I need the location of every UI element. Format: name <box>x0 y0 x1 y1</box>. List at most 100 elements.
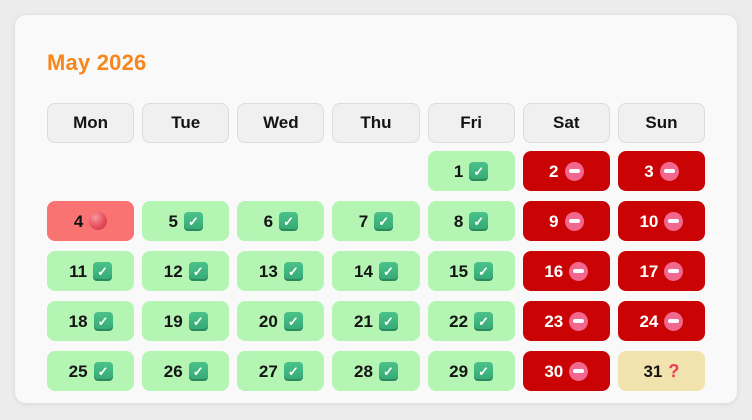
check-icon: ✓ <box>279 211 299 231</box>
day-cell-14[interactable]: 14 ✓ <box>332 251 420 291</box>
empty-cell <box>237 151 324 191</box>
day-number: 23 <box>544 311 564 331</box>
calendar-grid: 1 ✓ 2 3 4 5 ✓ 6 ✓ 7 ✓ 8 ✓ 9 10 11 ✓ 12 ✓ 13 ✓ 14 ✓ 15 ✓ 16 17 18 ✓ 19… <box>47 151 705 391</box>
day-cell-10[interactable]: 10 <box>617 201 705 241</box>
day-cell-11[interactable]: 11 ✓ <box>47 251 135 291</box>
check-icon: ✓ <box>93 261 113 281</box>
day-cell-15[interactable]: 15 ✓ <box>427 251 515 291</box>
day-cell-1[interactable]: 1 ✓ <box>427 151 515 191</box>
day-cell-25[interactable]: 25 ✓ <box>47 351 135 391</box>
day-number: 26 <box>163 361 183 381</box>
check-icon: ✓ <box>474 361 494 381</box>
day-cell-20[interactable]: 20 ✓ <box>237 301 325 341</box>
day-cell-5[interactable]: 5 ✓ <box>142 201 230 241</box>
check-icon: ✓ <box>93 311 113 331</box>
check-icon: ✓ <box>283 361 303 381</box>
day-number: 2 <box>549 161 559 181</box>
check-icon: ✓ <box>188 261 208 281</box>
day-number: 19 <box>163 311 183 331</box>
day-number: 8 <box>453 211 464 231</box>
check-icon: ✓ <box>378 261 398 281</box>
no-entry-icon <box>664 311 684 331</box>
day-cell-13[interactable]: 13 ✓ <box>237 251 325 291</box>
day-cell-8[interactable]: 8 ✓ <box>427 201 515 241</box>
day-cell-23[interactable]: 23 <box>522 301 610 341</box>
day-number: 16 <box>544 261 564 281</box>
weekday-header-row: Mon Tue Wed Thu Fri Sat Sun <box>47 103 705 143</box>
day-number: 18 <box>68 311 88 331</box>
day-cell-27[interactable]: 27 ✓ <box>237 351 325 391</box>
no-entry-icon <box>564 211 584 231</box>
day-cell-3[interactable]: 3 <box>617 151 705 191</box>
day-cell-28[interactable]: 28 ✓ <box>332 351 420 391</box>
no-entry-bar <box>668 319 680 323</box>
day-cell-24[interactable]: 24 <box>617 301 705 341</box>
day-number: 21 <box>354 311 373 331</box>
weekday-header-sat: Sat <box>522 103 610 143</box>
day-cell-9[interactable]: 9 <box>522 201 610 241</box>
no-entry-bar <box>668 269 680 273</box>
calendar-card: May 2026 Mon Tue Wed Thu Fri Sat Sun 1 ✓ 2 3 4 5 ✓ 6 ✓… <box>14 14 738 404</box>
day-cell-22[interactable]: 22 ✓ <box>427 301 515 341</box>
day-cell-29[interactable]: 29 ✓ <box>427 351 515 391</box>
day-cell-21[interactable]: 21 ✓ <box>332 301 420 341</box>
day-number: 29 <box>449 361 469 381</box>
empty-cell <box>142 151 229 191</box>
day-number: 5 <box>168 211 178 231</box>
day-number: 20 <box>258 311 278 331</box>
check-icon: ✓ <box>469 161 489 181</box>
day-cell-2[interactable]: 2 <box>522 151 610 191</box>
month-title: May 2026 <box>47 50 147 75</box>
weekday-header-fri: Fri <box>427 103 515 143</box>
day-cell-19[interactable]: 19 ✓ <box>142 301 230 341</box>
check-icon: ✓ <box>188 311 208 331</box>
day-cell-12[interactable]: 12 ✓ <box>142 251 230 291</box>
day-number: 10 <box>639 211 659 231</box>
day-cell-4[interactable]: 4 <box>47 201 135 241</box>
check-icon: ✓ <box>188 361 208 381</box>
day-number: 27 <box>258 361 278 381</box>
weekday-header-tue: Tue <box>142 103 230 143</box>
day-number: 4 <box>73 211 84 231</box>
red-circle-icon <box>89 212 108 230</box>
day-cell-17[interactable]: 17 <box>617 251 705 291</box>
weekday-header-thu: Thu <box>332 103 420 143</box>
day-number: 30 <box>544 361 564 381</box>
check-icon: ✓ <box>474 311 494 331</box>
day-number: 28 <box>354 361 373 381</box>
day-number: 6 <box>263 211 274 231</box>
day-cell-31[interactable]: 31? <box>617 351 705 391</box>
day-number: 31 <box>643 361 663 381</box>
day-cell-6[interactable]: 6 ✓ <box>237 201 325 241</box>
no-entry-icon <box>564 161 584 181</box>
no-entry-bar <box>568 169 580 173</box>
check-icon: ✓ <box>374 211 394 231</box>
day-number: 11 <box>69 261 88 281</box>
no-entry-bar <box>573 319 585 323</box>
no-entry-icon <box>569 361 589 381</box>
day-number: 7 <box>358 211 369 231</box>
no-entry-icon <box>569 311 589 331</box>
no-entry-bar <box>663 169 675 173</box>
day-number: 13 <box>258 261 278 281</box>
check-icon: ✓ <box>469 211 489 231</box>
day-number: 1 <box>453 161 464 181</box>
day-cell-7[interactable]: 7 ✓ <box>332 201 420 241</box>
day-number: 25 <box>68 361 88 381</box>
day-number: 24 <box>639 311 659 331</box>
day-number: 9 <box>549 211 559 231</box>
day-cell-18[interactable]: 18 ✓ <box>47 301 135 341</box>
no-entry-bar <box>573 269 585 273</box>
day-cell-16[interactable]: 16 <box>522 251 610 291</box>
weekday-header-wed: Wed <box>237 103 325 143</box>
no-entry-icon <box>659 161 679 181</box>
no-entry-bar <box>568 219 580 223</box>
no-entry-bar <box>573 369 585 373</box>
no-entry-icon <box>569 261 589 281</box>
check-icon: ✓ <box>93 361 113 381</box>
day-number: 17 <box>639 261 659 281</box>
day-cell-30[interactable]: 30 <box>522 351 610 391</box>
day-cell-26[interactable]: 26 ✓ <box>142 351 230 391</box>
no-entry-bar <box>668 219 680 223</box>
